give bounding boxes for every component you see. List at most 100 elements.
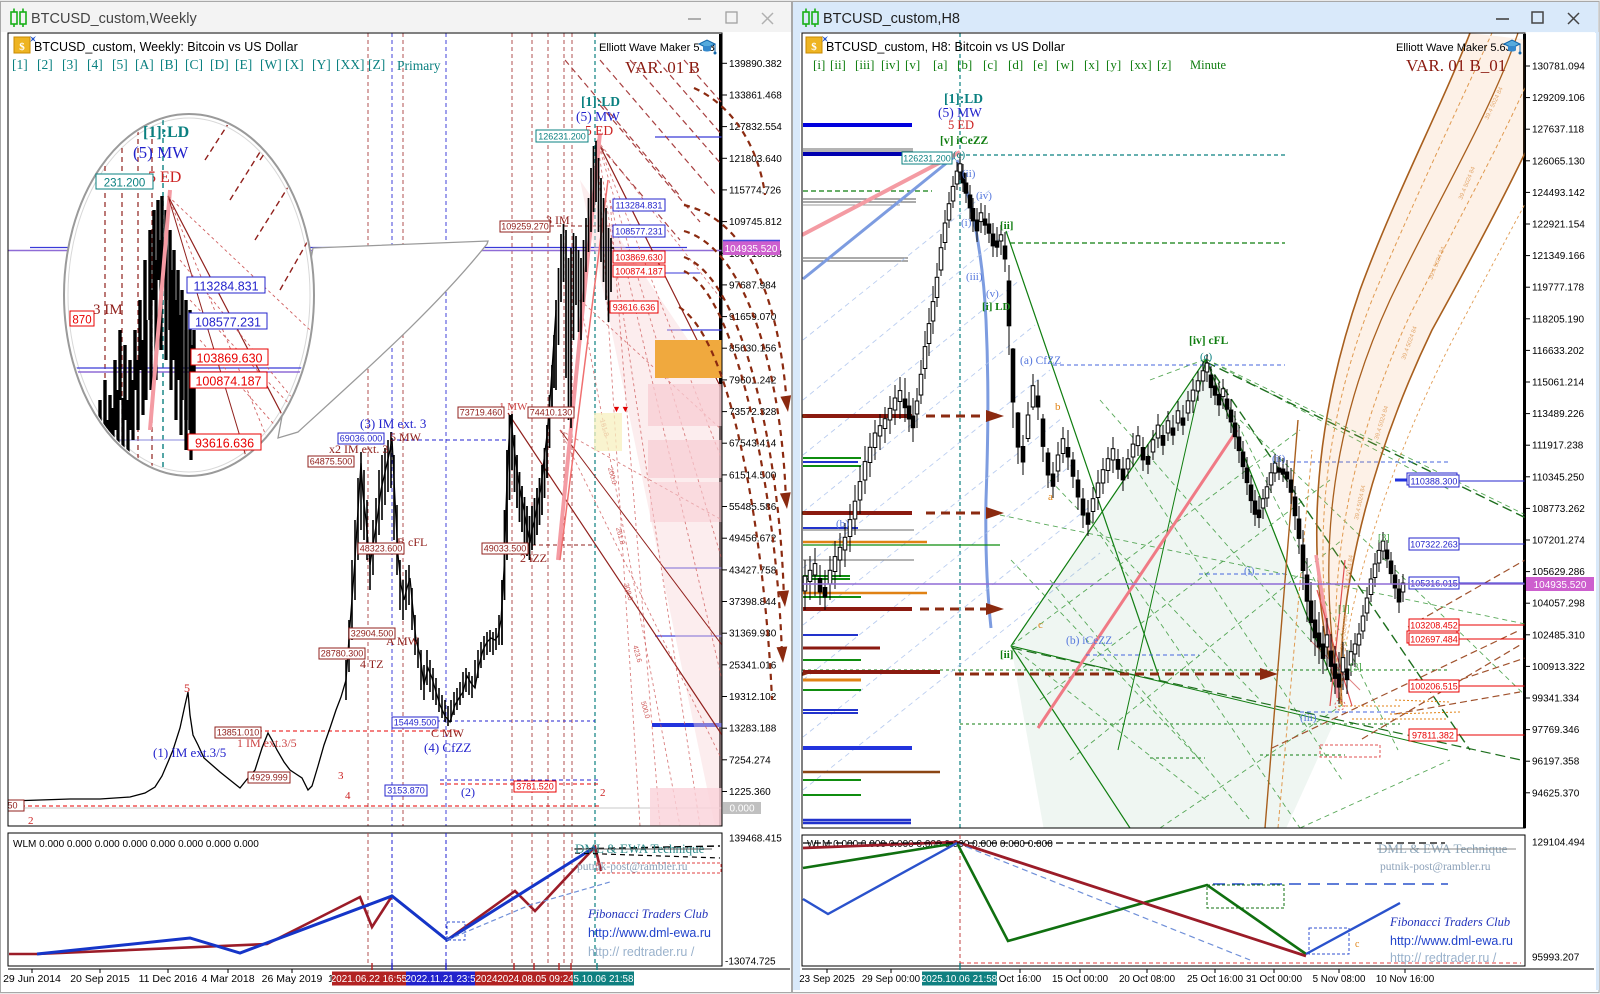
- svg-text:133861.468: 133861.468: [729, 91, 782, 102]
- svg-text:113489.226: 113489.226: [1532, 409, 1585, 420]
- svg-text:139468.415: 139468.415: [729, 834, 782, 845]
- svg-text:5: 5: [184, 681, 190, 695]
- svg-text:3 IM: 3 IM: [546, 213, 570, 227]
- svg-text:450: 450: [2, 801, 17, 811]
- svg-text:[iv]: [iv]: [881, 57, 900, 72]
- svg-text:126231.200: 126231.200: [538, 132, 586, 142]
- svg-text:102485.310: 102485.310: [1532, 630, 1585, 641]
- svg-text:105629.286: 105629.286: [1532, 567, 1585, 578]
- svg-text:(3) IM ext. 3: (3) IM ext. 3: [360, 416, 426, 431]
- svg-text:[ii]: [ii]: [1000, 649, 1013, 661]
- svg-text:28780.300: 28780.300: [321, 649, 364, 659]
- svg-text:116633.202: 116633.202: [1532, 346, 1585, 357]
- svg-text:113284.831: 113284.831: [616, 201, 663, 211]
- svg-text:48323.600: 48323.600: [360, 544, 403, 554]
- svg-text:109745.812: 109745.812: [729, 217, 782, 228]
- svg-text:126231.200: 126231.200: [903, 154, 951, 164]
- svg-text:[5]: [5]: [112, 57, 128, 72]
- svg-text:2021.06.22 16:55: 2021.06.22 16:55: [331, 974, 408, 985]
- svg-text:200.0: 200.0: [606, 467, 617, 486]
- svg-text:[a]: [a]: [933, 57, 947, 72]
- svg-text:37398.844: 37398.844: [729, 597, 777, 608]
- svg-text:5 Nov 08:00: 5 Nov 08:00: [1313, 974, 1366, 985]
- svg-text:http:// redtrader.ru /: http:// redtrader.ru /: [1390, 951, 1497, 965]
- svg-text:104057.298: 104057.298: [1532, 599, 1585, 610]
- svg-text:WLM 0.000 0.000 0.000 0.000: WLM 0.000 0.000 0.000 0.000 0.000 0.000 …: [807, 839, 1053, 850]
- svg-text:[1]:LD: [1]:LD: [581, 94, 620, 109]
- svg-text:79601.242: 79601.242: [729, 375, 777, 386]
- svg-text:5 ED: 5 ED: [948, 118, 974, 132]
- svg-text:126065.130: 126065.130: [1532, 156, 1585, 167]
- svg-text:96197.358: 96197.358: [1532, 757, 1580, 768]
- svg-text:(5) MW: (5) MW: [576, 109, 620, 124]
- svg-text:[1]: [1]: [12, 57, 28, 72]
- svg-text:139890.382: 139890.382: [729, 59, 782, 70]
- svg-text:-13074.725: -13074.725: [725, 957, 776, 968]
- svg-text:[Z]: [Z]: [368, 57, 385, 72]
- svg-text:25 Oct 16:00: 25 Oct 16:00: [1187, 974, 1244, 985]
- svg-text:[e]: [e]: [1033, 57, 1047, 72]
- svg-text:97811.382: 97811.382: [1412, 731, 1454, 741]
- svg-text:VAR. 01 B: VAR. 01 B: [625, 58, 700, 77]
- svg-text:putnik-post@rambler.ru: putnik-post@rambler.ru: [577, 861, 688, 873]
- svg-text:1 MW: 1 MW: [499, 401, 528, 413]
- svg-text:$: $: [811, 41, 817, 53]
- svg-text:13851.010: 13851.010: [217, 728, 260, 738]
- svg-text:100913.322: 100913.322: [1532, 662, 1585, 673]
- svg-text:100874.187: 100874.187: [195, 375, 261, 389]
- svg-text:http://www.dml-ewa.ru: http://www.dml-ewa.ru: [588, 926, 711, 940]
- svg-text:Fibonacci Traders Club: Fibonacci Traders Club: [587, 907, 708, 921]
- svg-text:31369.930: 31369.930: [729, 629, 777, 640]
- svg-text:Elliott Wave Maker 5.63: Elliott Wave Maker 5.63: [1396, 42, 1512, 54]
- svg-text:64875.500: 64875.500: [310, 457, 353, 467]
- svg-text:100206.515: 100206.515: [1410, 682, 1458, 692]
- svg-text:107201.274: 107201.274: [1532, 536, 1585, 547]
- svg-text:93616.636: 93616.636: [195, 437, 254, 451]
- svg-text:119777.178: 119777.178: [1532, 283, 1585, 294]
- svg-text:[3]: [3]: [62, 57, 78, 72]
- svg-text:(5) MW: (5) MW: [938, 105, 982, 120]
- svg-text:(ii): (ii): [962, 168, 976, 180]
- svg-text:127832.554: 127832.554: [729, 122, 782, 133]
- svg-text:870: 870: [72, 315, 91, 327]
- svg-text:2024.08.05 09:24: 2024.08.05 09:24: [497, 974, 574, 985]
- svg-text:[x]: [x]: [1084, 57, 1099, 72]
- svg-text:(c): (c): [1200, 351, 1213, 363]
- svg-text:C MW: C MW: [431, 726, 465, 740]
- svg-text:Primary: Primary: [397, 58, 441, 73]
- svg-text:4 TZ: 4 TZ: [360, 657, 383, 671]
- svg-text:[A]: [A]: [135, 57, 154, 72]
- svg-text:[b]: [b]: [957, 57, 972, 72]
- svg-text:5 MW: 5 MW: [390, 430, 422, 444]
- svg-text:97687.984: 97687.984: [729, 280, 777, 291]
- svg-text:[ii]: [ii]: [1000, 220, 1013, 232]
- svg-text:b: b: [1055, 401, 1061, 413]
- svg-text:$: $: [19, 41, 25, 53]
- svg-text:4: 4: [345, 790, 351, 802]
- svg-text:13283.188: 13283.188: [729, 724, 777, 735]
- svg-text:(c): (c): [953, 149, 966, 161]
- svg-text:[c]: [c]: [983, 57, 997, 72]
- svg-text:122921.154: 122921.154: [1532, 220, 1585, 231]
- svg-text:97769.346: 97769.346: [1532, 725, 1580, 736]
- svg-text:[ii]: [ii]: [830, 57, 846, 72]
- svg-text:1: 1: [328, 973, 334, 985]
- svg-text:39.4 5024 84: 39.4 5024 84: [1344, 554, 1355, 590]
- svg-text:100874.187: 100874.187: [615, 267, 663, 277]
- svg-text:[D]: [D]: [210, 57, 229, 72]
- svg-text:500.0: 500.0: [639, 701, 650, 720]
- svg-text:(i): (i): [1244, 565, 1255, 577]
- svg-text:2022.11.21 23:5: 2022.11.21 23:5: [405, 974, 476, 985]
- svg-text:39.4 5024 84: 39.4 5024 84: [1340, 614, 1350, 650]
- svg-text:[B]: [B]: [160, 57, 178, 72]
- svg-text:103869.630: 103869.630: [615, 253, 663, 263]
- svg-text:423.6: 423.6: [631, 645, 642, 664]
- svg-text:124493.142: 124493.142: [1532, 188, 1585, 199]
- svg-text:Oct 16:00: Oct 16:00: [999, 974, 1042, 985]
- svg-text:99341.334: 99341.334: [1532, 694, 1580, 705]
- svg-text:118205.190: 118205.190: [1532, 314, 1585, 325]
- svg-text:110388.300: 110388.300: [1411, 477, 1458, 487]
- svg-text:67543.414: 67543.414: [729, 439, 777, 450]
- svg-text:5 ED: 5 ED: [585, 123, 613, 138]
- svg-text:x2 IM ext. 3: x2 IM ext. 3: [329, 442, 388, 456]
